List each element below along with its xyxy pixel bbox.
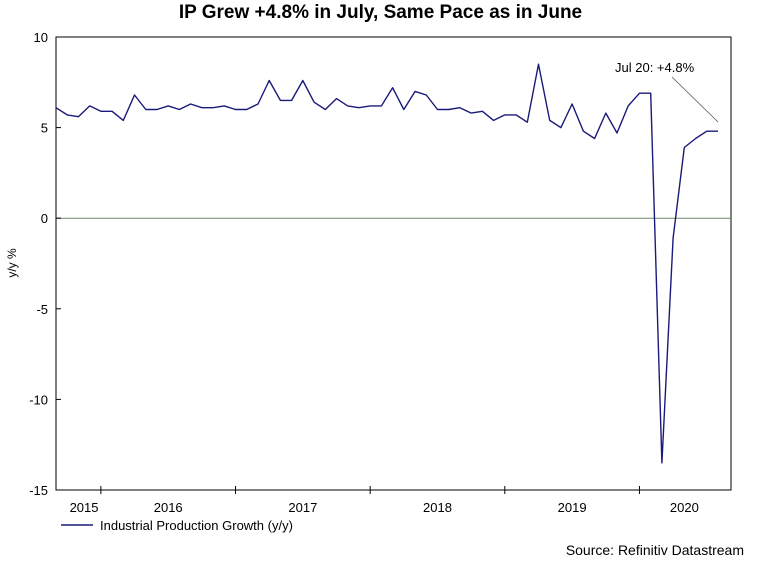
- legend-label: Industrial Production Growth (y/y): [100, 518, 293, 533]
- series-layer: [55, 63, 719, 464]
- x-tick-label: 2017: [288, 500, 317, 515]
- annotation-label: Jul 20: +4.8%: [615, 60, 695, 75]
- x-tick-label: 2016: [154, 500, 183, 515]
- y-tick-label: 10: [34, 30, 48, 45]
- y-axis-label: y/y %: [5, 248, 19, 278]
- y-tick-label: 0: [41, 211, 48, 226]
- x-tick-label: 2020: [670, 500, 699, 515]
- x-tick-label: 2018: [423, 500, 452, 515]
- y-tick-label: -5: [36, 302, 48, 317]
- y-tick-label: 5: [41, 121, 48, 136]
- chart-title: IP Grew +4.8% in July, Same Pace as in J…: [178, 2, 583, 23]
- y-tick-label: -15: [29, 483, 48, 498]
- plot-area: [55, 36, 732, 491]
- annotation-leader-line: [671, 76, 719, 123]
- x-axis: 2015 2016 2017 2018 2019 2020: [70, 486, 699, 515]
- x-tick-label: 2015: [70, 500, 99, 515]
- x-tick-label: 2019: [558, 500, 587, 515]
- y-tick-label: -10: [29, 392, 48, 407]
- series-line-industrial-production: [55, 63, 718, 464]
- source-note: Source: Refinitiv Datastream: [566, 542, 744, 558]
- y-axis: 10 5 0 -5 -10 -15: [29, 30, 61, 498]
